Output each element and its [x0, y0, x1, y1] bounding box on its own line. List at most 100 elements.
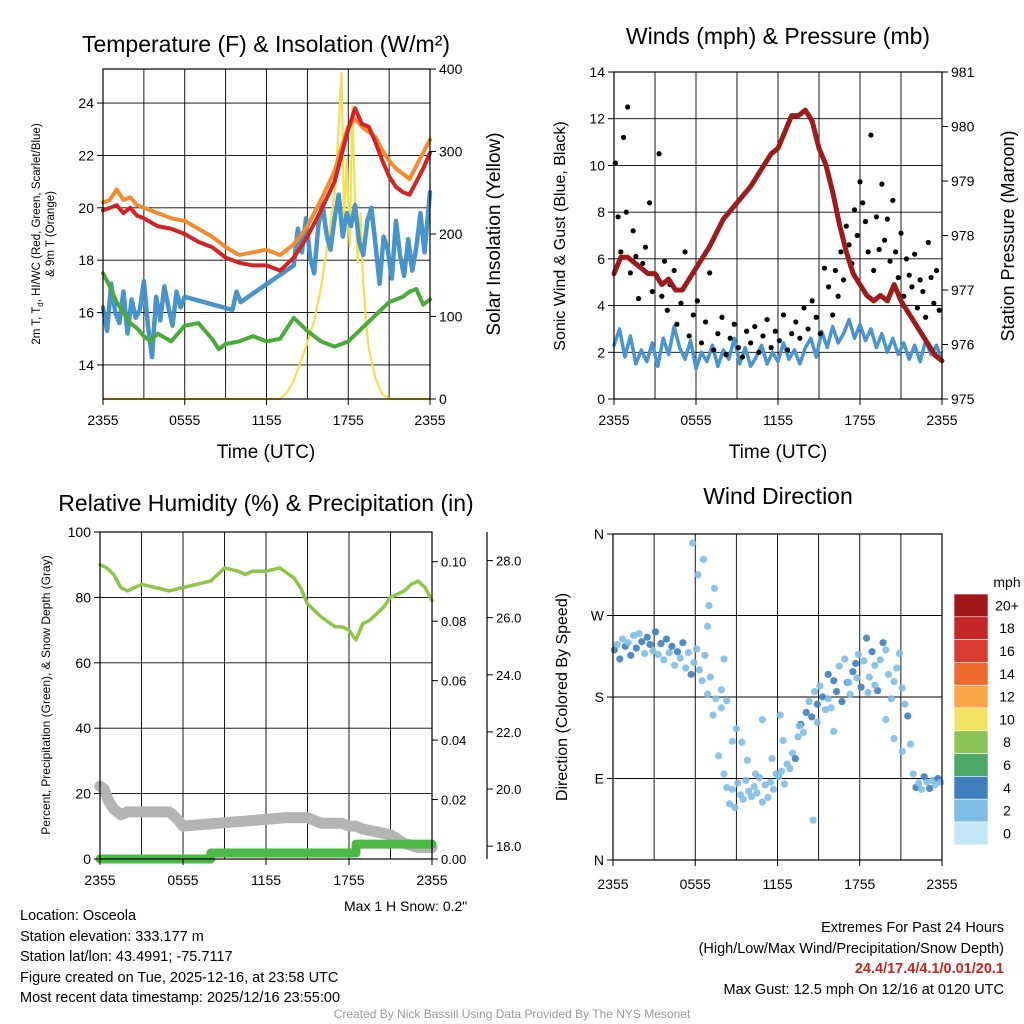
gust-point	[931, 300, 937, 306]
direction-point	[720, 770, 728, 778]
y2-tick-label: 0.10	[441, 555, 466, 570]
gust-point	[642, 244, 649, 250]
gust-point	[892, 249, 899, 255]
direction-point	[723, 697, 731, 705]
direction-point	[893, 664, 901, 672]
direction-point	[738, 738, 746, 746]
direction-point	[805, 697, 813, 706]
direction-point	[761, 781, 769, 789]
gust-point	[843, 223, 849, 229]
gust-point	[633, 253, 639, 260]
direction-point	[764, 793, 772, 802]
gust-point	[914, 305, 921, 311]
direction-point	[776, 711, 784, 719]
direction-point	[682, 664, 690, 672]
latlon-text: Station lat/lon: 43.4991; -75.7117	[20, 949, 233, 965]
direction-point	[665, 649, 673, 657]
winds-x-label: Time (UTC)	[729, 442, 828, 463]
y2-tick-label: 22.0	[496, 725, 521, 740]
direction-point	[824, 695, 832, 703]
direction-point	[717, 704, 725, 712]
y-tick-label: 0	[597, 391, 605, 407]
temperature-panel: Temperature (F) & Insolation (W/m²) 14 16…	[31, 31, 505, 463]
winds-grid	[613, 71, 943, 400]
x-tick-label: 0555	[680, 412, 711, 428]
direction-point	[854, 650, 862, 659]
y2-tick-label: 0.00	[441, 852, 466, 867]
gust-point	[760, 333, 766, 339]
gust-point	[743, 328, 750, 334]
y2-tick-label: 300	[439, 144, 463, 160]
gust-point	[768, 345, 774, 351]
humidity-title: Relative Humidity (%) & Precipitation (i…	[58, 490, 473, 516]
winds-series	[611, 104, 945, 371]
direction-point	[778, 767, 786, 775]
gust-point	[906, 272, 912, 278]
x-tick-label: 1755	[333, 872, 364, 888]
direction-point	[698, 677, 706, 685]
y-tick-label: 60	[75, 655, 91, 671]
x-tick-label: 2355	[416, 872, 447, 888]
gust-point	[623, 209, 629, 215]
legend-label: 2	[1003, 803, 1011, 819]
direction-point	[703, 690, 712, 698]
legend-label: 0	[1003, 825, 1011, 841]
y2-tick-label: 980	[951, 119, 975, 135]
direction-point	[857, 683, 865, 691]
legend-swatch	[953, 821, 989, 846]
gust-point	[832, 267, 839, 274]
y-tick-label: N	[594, 852, 604, 868]
direction-point	[901, 700, 909, 708]
insolation-line	[101, 72, 432, 401]
y-tick-label: S	[595, 689, 604, 705]
direction-point	[745, 787, 753, 795]
gust-point	[871, 267, 877, 274]
x-tick-label: 2355	[926, 412, 957, 428]
direction-point	[684, 649, 692, 657]
direction-point	[709, 711, 717, 719]
gust-point	[879, 181, 885, 187]
gust-point	[805, 326, 811, 332]
direction-point	[882, 716, 890, 724]
y2-tick-label: 0.08	[441, 614, 466, 629]
gust-point	[702, 319, 709, 325]
snow-depth-line	[94, 780, 438, 854]
direction-point	[640, 649, 649, 658]
direction-point	[853, 674, 861, 682]
y2-tick-label: 0	[439, 391, 447, 407]
direction-point	[751, 770, 760, 778]
gust-point	[656, 151, 662, 157]
y-tick-label: 22	[78, 147, 94, 163]
direction-point	[788, 749, 797, 757]
y-tick-label: 2	[597, 344, 605, 360]
x-tick-label: 2355	[597, 876, 628, 892]
location-text: Location: Osceola	[20, 908, 137, 924]
x-tick-label: 0555	[169, 412, 200, 428]
direction-point	[632, 644, 640, 652]
y-tick-label: 14	[78, 357, 94, 373]
gust-point	[671, 267, 677, 274]
x-tick-label: 1155	[763, 412, 793, 428]
direction-point	[679, 639, 687, 647]
direction-title: Wind Direction	[703, 483, 853, 509]
direction-point	[739, 795, 747, 803]
direction-point	[824, 670, 832, 678]
direction-point	[809, 816, 817, 824]
direction-point	[835, 662, 843, 670]
gust-point	[925, 239, 931, 246]
direction-point	[915, 779, 923, 787]
gust-point	[640, 260, 646, 267]
gust-point	[664, 307, 670, 313]
direction-point	[863, 634, 871, 642]
direction-point	[654, 650, 662, 659]
direction-point	[742, 776, 750, 784]
legend-label: 6	[1003, 757, 1011, 773]
legend-label: 10	[999, 711, 1015, 727]
gust-point	[817, 331, 823, 337]
temperature-y-label-line2: & 9m T (Orange)	[45, 191, 57, 277]
gust-point	[801, 305, 807, 311]
y2-tick-label: 100	[439, 309, 463, 325]
direction-point	[635, 630, 643, 638]
direction-point	[802, 708, 810, 716]
gust-point	[748, 340, 754, 346]
